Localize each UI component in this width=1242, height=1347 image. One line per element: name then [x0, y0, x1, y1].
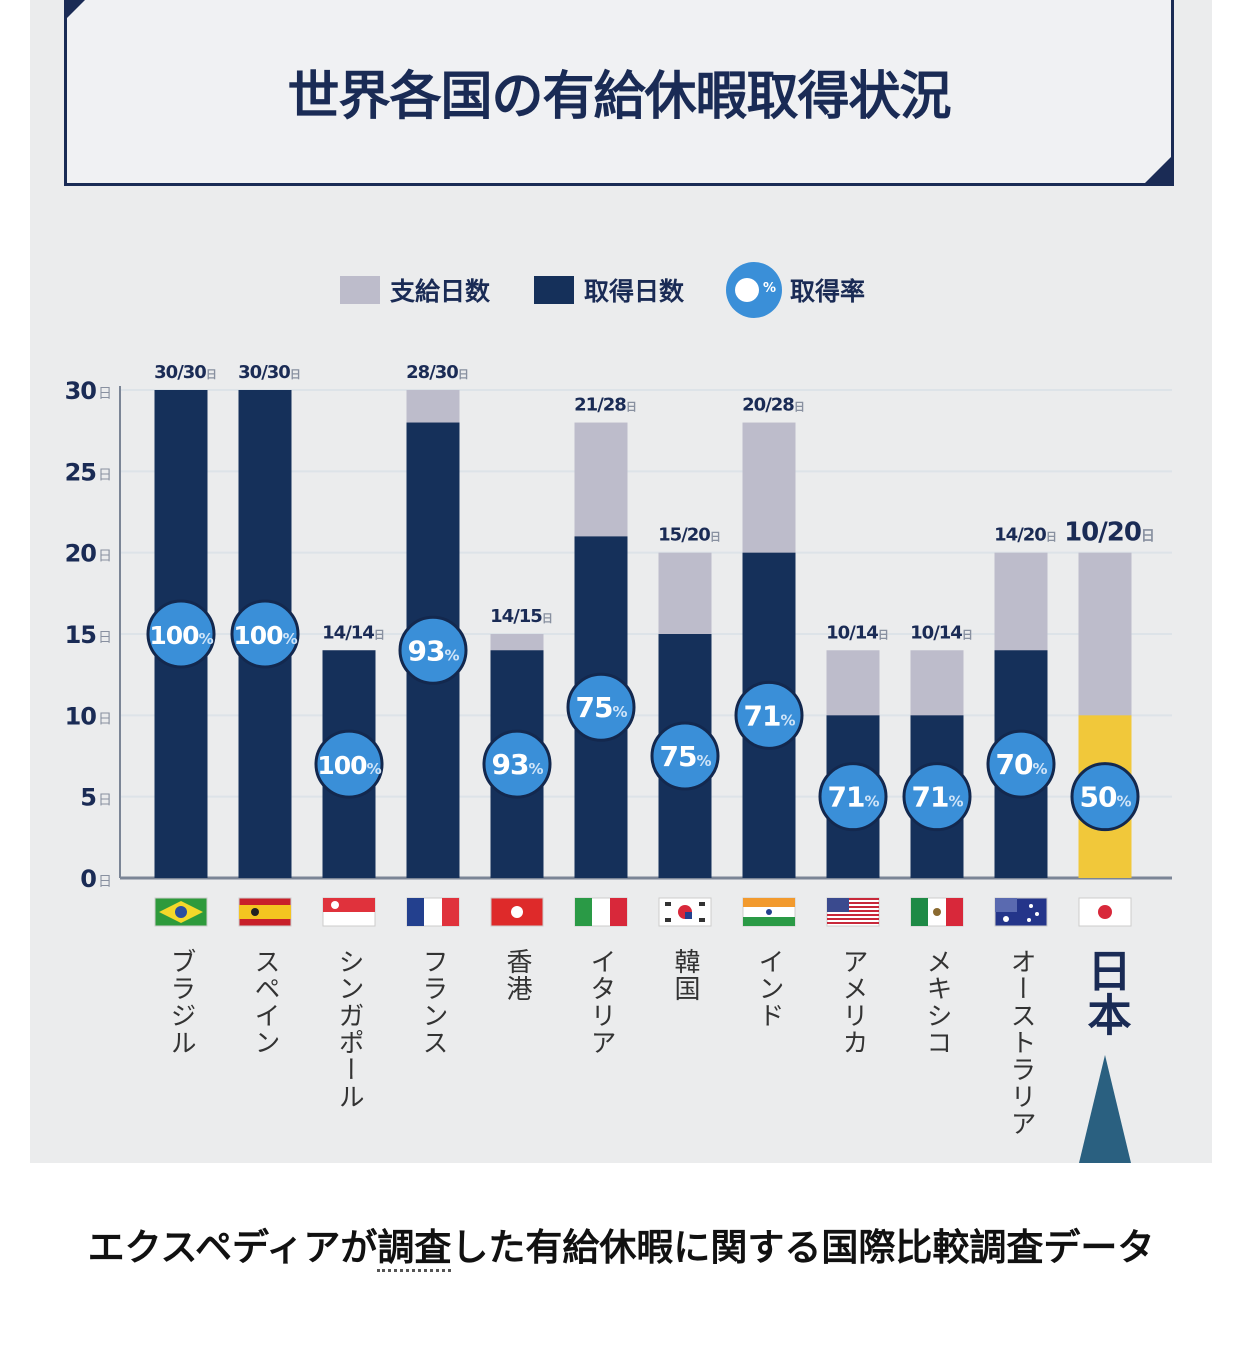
rate-circle [314, 729, 384, 799]
rate-circle [482, 729, 552, 799]
y-tick-unit: 日 [98, 386, 112, 402]
corner-decoration [67, 0, 89, 18]
flag-italy-icon [574, 897, 628, 927]
country-label: 日本 [1080, 948, 1132, 1036]
y-tick-unit: 日 [98, 467, 112, 483]
y-tick-unit: 日 [98, 874, 112, 890]
data-label: 30/30日 [238, 362, 300, 383]
chart-title: 世界各国の有給休暇取得状況 [287, 67, 951, 127]
legend-label-granted: 支給日数 [390, 277, 491, 306]
flag-india-icon [742, 897, 796, 927]
country-label: フランス [418, 948, 448, 1056]
rate-label: 71% [828, 781, 880, 814]
flag-usa-icon [826, 897, 880, 927]
y-tick-unit: 日 [98, 630, 112, 646]
country-label: アメリカ [838, 948, 868, 1056]
y-tick-unit: 日 [98, 793, 112, 809]
rate-circle [146, 599, 216, 669]
country-label: 韓国 [670, 948, 700, 1002]
rate-circle [986, 729, 1056, 799]
flag-hongkong-icon [490, 897, 544, 927]
flag-spain-icon [238, 897, 292, 927]
rate-circle [1070, 762, 1140, 832]
flag-brazil-icon [154, 897, 208, 927]
data-label: 14/20日 [994, 525, 1056, 546]
y-tick-label: 0 [80, 865, 96, 893]
legend-swatch-taken [534, 276, 575, 304]
y-tick-label: 5 [80, 784, 96, 812]
data-label: 10/14日 [910, 622, 972, 643]
data-label: 21/28日 [574, 395, 636, 416]
data-label: 28/30日 [406, 362, 468, 383]
title-box: 世界各国の有給休暇取得状況 [64, 0, 1174, 186]
flag-australia-icon [994, 897, 1048, 927]
country-label: 香港 [502, 948, 532, 1002]
corner-decoration [1145, 157, 1171, 183]
legend-label-taken: 取得日数 [584, 277, 685, 306]
caption: エクスペディアが調査した有給休暇に関する国際比較調査データ [0, 1215, 1242, 1281]
rate-circle [230, 599, 300, 669]
y-tick-label: 10 [65, 702, 97, 730]
rate-circle [734, 680, 804, 750]
data-label: 10/20日 [1064, 518, 1154, 548]
legend-rate-icon: % [726, 262, 783, 318]
y-tick-label: 15 [65, 621, 97, 649]
data-label: 30/30日 [154, 362, 216, 383]
y-tick-unit: 日 [98, 549, 112, 565]
y-tick-unit: 日 [98, 711, 112, 727]
rate-label: 70% [996, 748, 1048, 781]
country-label: シンガポール [334, 948, 364, 1110]
data-label: 20/28日 [742, 395, 804, 416]
data-label: 10/14日 [826, 622, 888, 643]
rate-circle [818, 762, 888, 832]
data-label: 14/14日 [322, 622, 384, 643]
country-label: スペイン [250, 948, 280, 1056]
country-label: ブラジル [166, 948, 196, 1056]
rate-circle [902, 762, 972, 832]
flag-mexico-icon [910, 897, 964, 927]
legend: 支給日数 取得日数 % 取得率 [340, 262, 865, 318]
y-tick-label: 25 [65, 458, 97, 486]
flag-singapore-icon [322, 897, 376, 927]
country-label: インド [754, 948, 784, 1029]
flag-korea-icon [658, 897, 712, 927]
country-label: オーストラリア [1006, 948, 1036, 1137]
highlight-arrow [1079, 1055, 1131, 1163]
legend-swatch-granted [340, 276, 380, 304]
rate-label: 75% [660, 740, 712, 773]
y-tick-label: 30 [65, 377, 97, 405]
legend-label-rate: 取得率 [790, 277, 866, 306]
rate-circle [566, 672, 636, 742]
flag-japan-icon [1078, 897, 1132, 927]
rate-label: 93% [492, 748, 544, 781]
data-label: 14/15日 [490, 606, 552, 627]
y-tick-label: 20 [65, 540, 97, 568]
rate-circle [650, 721, 720, 791]
survey-link[interactable]: 調査 [377, 1226, 452, 1272]
chart-area: 0 日5 日10 日15 日20 日25 日30 日30/30日100%ブラジル30/30日1… [65, 362, 1172, 1163]
data-label: 15/20日 [658, 525, 720, 546]
flag-france-icon [406, 897, 460, 927]
rate-circle [398, 615, 468, 685]
country-label: メキシコ [922, 948, 952, 1056]
country-label: イタリア [586, 948, 616, 1056]
